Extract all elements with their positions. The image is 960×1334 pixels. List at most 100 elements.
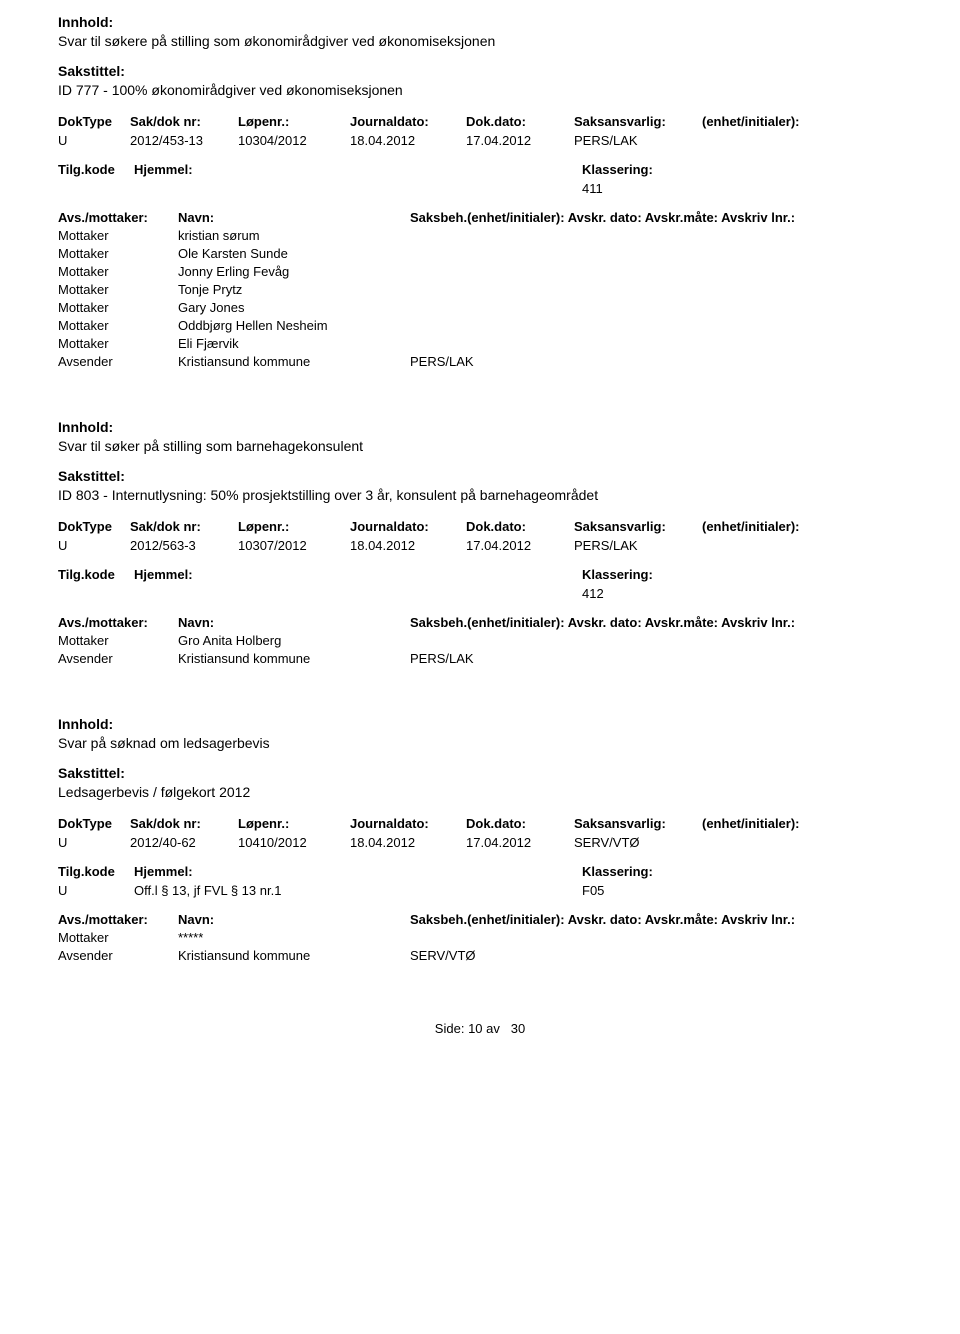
hjemmel-header-row: Tilg.kode Hjemmel: Klassering: [58,567,902,582]
party-row: Avsender Kristiansund kommune PERS/LAK [58,651,902,666]
party-role: Mottaker [58,246,178,261]
footer-page: 10 [468,1021,482,1036]
saksbeh-label: Saksbeh.(enhet/initialer): Avskr. dato: … [410,210,902,225]
hjemmel-label: Hjemmel: [134,162,582,177]
klassering-value: 411 [582,181,902,196]
party-row: Mottaker Tonje Prytz [58,282,902,297]
party-role: Avsender [58,948,178,963]
party-header-row: Avs./mottaker: Navn: Saksbeh.(enhet/init… [58,210,902,225]
hjemmel-value [134,181,582,196]
party-row: Mottaker Gary Jones [58,300,902,315]
enhet-label: (enhet/initialer): [702,114,902,129]
journaldato-value: 18.04.2012 [350,538,466,553]
footer-side: Side: [435,1021,465,1036]
party-unit: PERS/LAK [410,651,902,666]
doktype-label: DokType [58,816,130,831]
party-name: Kristiansund kommune [178,354,410,369]
doc-value-row: U 2012/40-62 10410/2012 18.04.2012 17.04… [58,835,902,850]
tilgkode-value [58,586,134,601]
journaldato-label: Journaldato: [350,816,466,831]
navn-label: Navn: [178,912,410,927]
hjemmel-value [134,586,582,601]
sakstittel-label: Sakstittel: [58,765,902,781]
hjemmel-value: Off.l § 13, jf FVL § 13 nr.1 [134,883,582,898]
enhet-label: (enhet/initialer): [702,519,902,534]
party-header-row: Avs./mottaker: Navn: Saksbeh.(enhet/init… [58,615,902,630]
saknr-label: Sak/dok nr: [130,519,238,534]
klassering-value: 412 [582,586,902,601]
party-unit [410,282,902,297]
hjemmel-label: Hjemmel: [134,864,582,879]
party-name: Oddbjørg Hellen Nesheim [178,318,410,333]
hjemmel-value-row: 411 [58,181,902,196]
lopenr-label: Løpenr.: [238,519,350,534]
dokdato-label: Dok.dato: [466,114,574,129]
lopenr-value: 10410/2012 [238,835,350,850]
navn-label: Navn: [178,615,410,630]
party-row: Mottaker Eli Fjærvik [58,336,902,351]
sakstittel-text: ID 803 - Internutlysning: 50% prosjektst… [58,487,902,503]
doktype-label: DokType [58,114,130,129]
klassering-label: Klassering: [582,162,902,177]
saksansvarlig-value: PERS/LAK [574,538,702,553]
lopenr-label: Løpenr.: [238,816,350,831]
party-role: Mottaker [58,930,178,945]
party-role: Mottaker [58,282,178,297]
dokdato-value: 17.04.2012 [466,835,574,850]
party-role: Mottaker [58,300,178,315]
journaldato-value: 18.04.2012 [350,133,466,148]
lopenr-value: 10307/2012 [238,538,350,553]
party-unit [410,633,902,648]
party-role: Mottaker [58,318,178,333]
hjemmel-label: Hjemmel: [134,567,582,582]
page-footer: Side: 10 av 30 [58,1021,902,1036]
innhold-label: Innhold: [58,716,902,732]
doc-header-row: DokType Sak/dok nr: Løpenr.: Journaldato… [58,816,902,831]
saksansvarlig-label: Saksansvarlig: [574,114,702,129]
tilgkode-label: Tilg.kode [58,162,134,177]
party-name: ***** [178,930,410,945]
doktype-value: U [58,133,130,148]
saknr-value: 2012/40-62 [130,835,238,850]
party-row: Avsender Kristiansund kommune SERV/VTØ [58,948,902,963]
party-unit [410,300,902,315]
journal-record: Innhold: Svar til søkere på stilling som … [58,14,902,369]
party-row: Avsender Kristiansund kommune PERS/LAK [58,354,902,369]
sakstittel-text: Ledsagerbevis / følgekort 2012 [58,784,902,800]
party-name: Kristiansund kommune [178,948,410,963]
navn-label: Navn: [178,210,410,225]
hjemmel-value-row: 412 [58,586,902,601]
innhold-label: Innhold: [58,419,902,435]
journal-record: Innhold:Svar til søker på stilling som b… [58,419,902,666]
saksbeh-label: Saksbeh.(enhet/initialer): Avskr. dato: … [410,615,902,630]
innhold-text: Svar på søknad om ledsagerbevis [58,735,902,751]
innhold-label: Innhold: [58,14,902,30]
party-unit [410,264,902,279]
party-unit: PERS/LAK [410,354,902,369]
party-name: Tonje Prytz [178,282,410,297]
dokdato-label: Dok.dato: [466,816,574,831]
party-name: Eli Fjærvik [178,336,410,351]
party-row: Mottaker Ole Karsten Sunde [58,246,902,261]
tilgkode-value [58,181,134,196]
journal-record: Innhold: Svar på søknad om ledsagerbevis S… [58,716,902,963]
avsmottaker-label: Avs./mottaker: [58,210,178,225]
saksansvarlig-label: Saksansvarlig: [574,816,702,831]
party-role: Mottaker [58,228,178,243]
innhold-text: Svar til søkere på stilling som økonomir… [58,33,902,49]
klassering-label: Klassering: [582,567,902,582]
party-name: Gary Jones [178,300,410,315]
doc-value-row: U 2012/453-13 10304/2012 18.04.2012 17.0… [58,133,902,148]
party-role: Mottaker [58,336,178,351]
party-unit [410,228,902,243]
doktype-value: U [58,538,130,553]
dokdato-value: 17.04.2012 [466,133,574,148]
saksansvarlig-value: PERS/LAK [574,133,702,148]
dokdato-label: Dok.dato: [466,519,574,534]
party-row: Mottaker ***** [58,930,902,945]
party-name: Gro Anita Holberg [178,633,410,648]
enhet-value [702,133,902,148]
party-row: Mottaker Jonny Erling Fevåg [58,264,902,279]
saknr-label: Sak/dok nr: [130,114,238,129]
doc-header-row: DokType Sak/dok nr: Løpenr.: Journaldato… [58,114,902,129]
